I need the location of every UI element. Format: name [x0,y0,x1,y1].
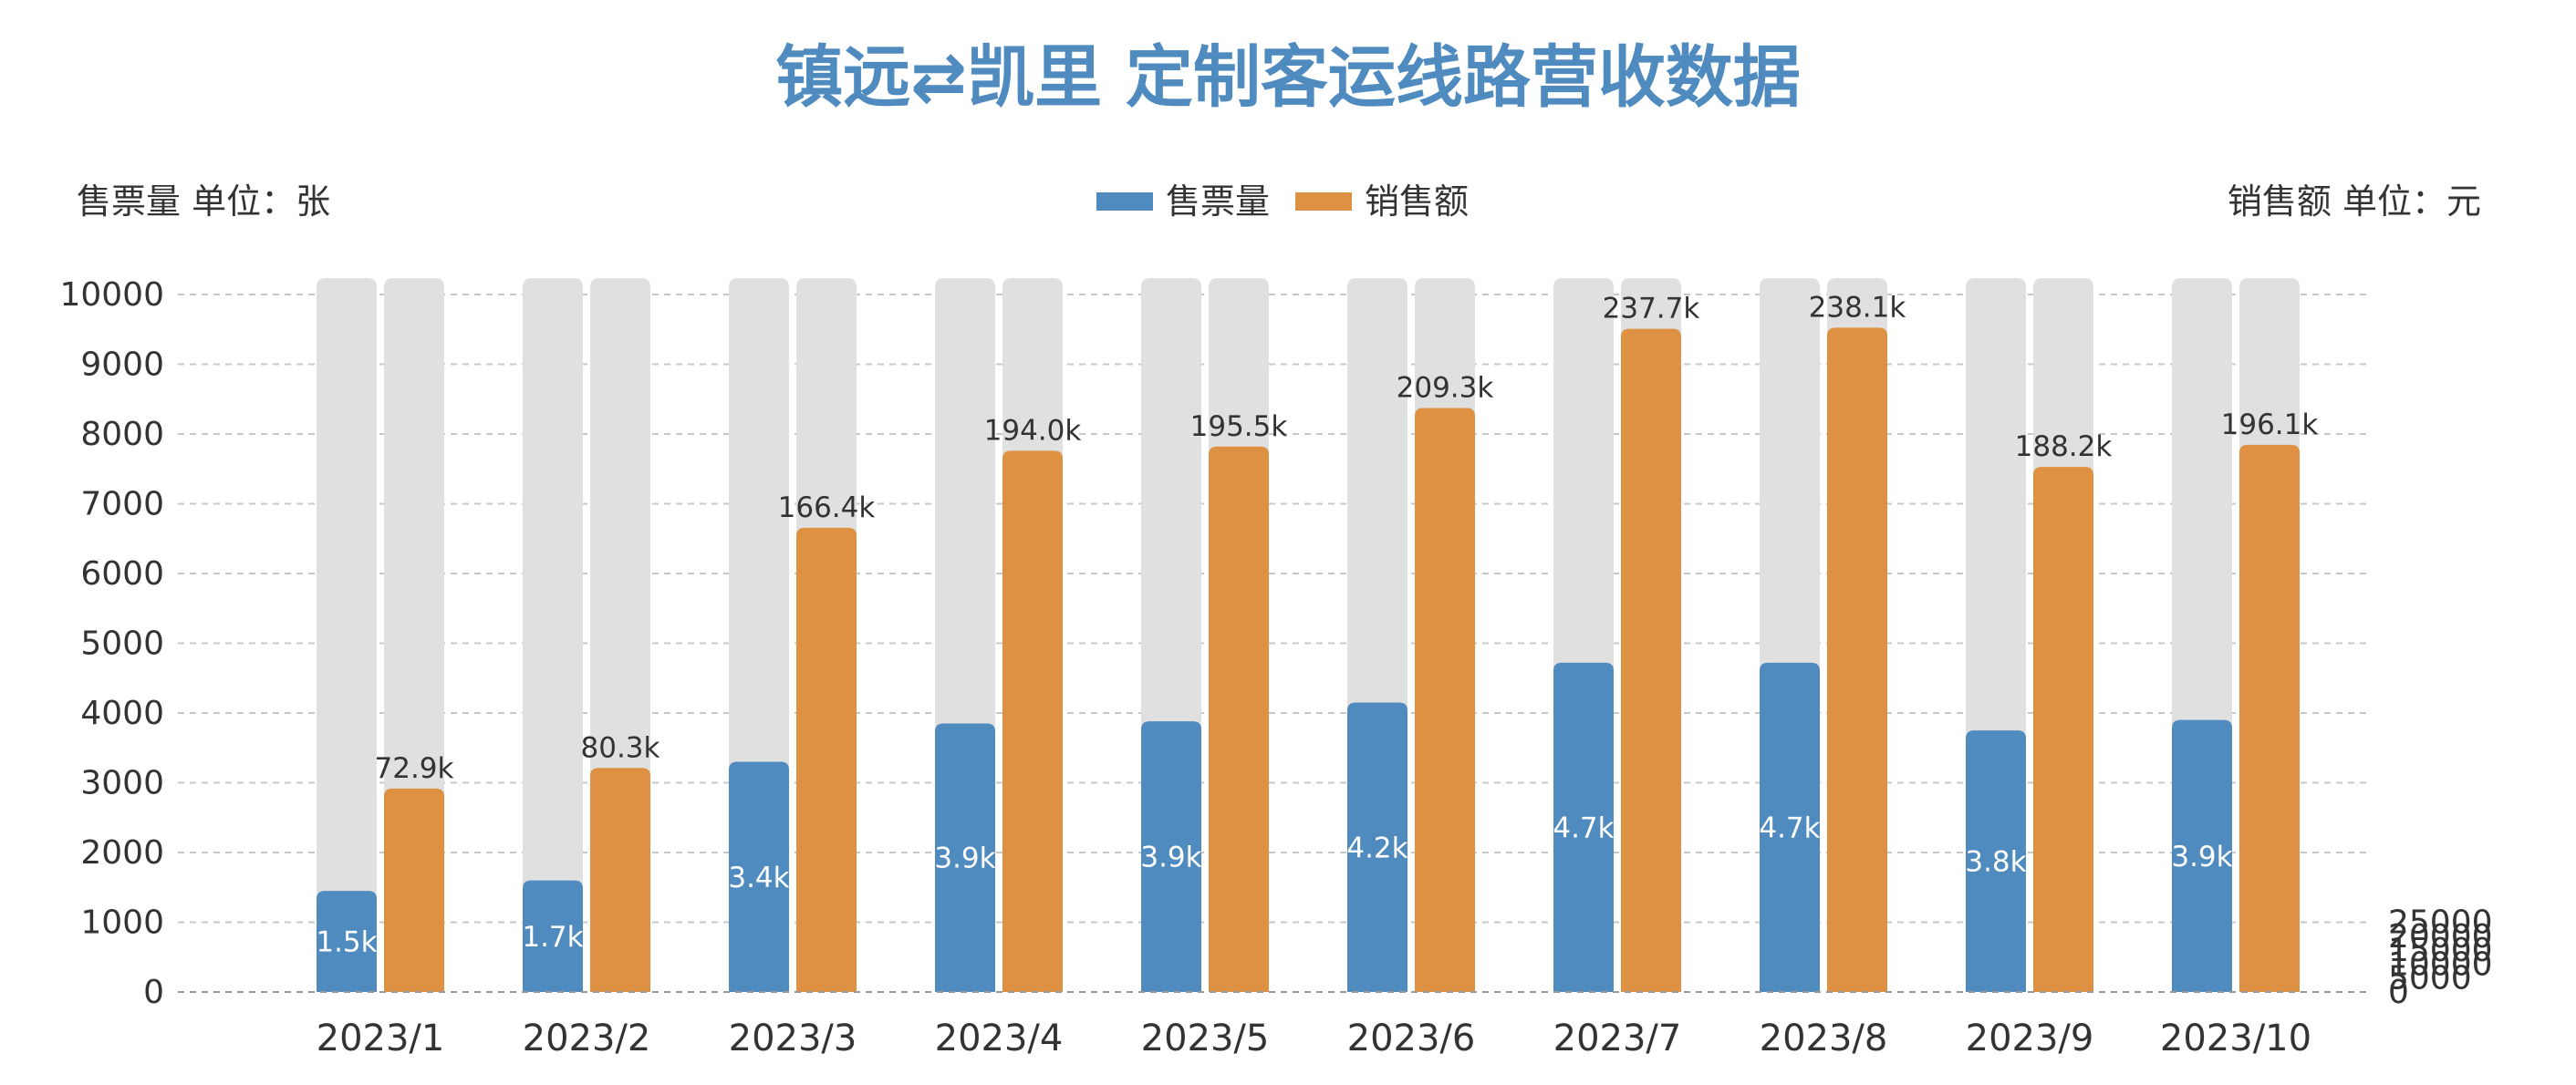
data-label-tickets: 1.5k [316,926,377,959]
left-axis-tick-label: 6000 [80,555,164,593]
right-axis-tick-label: 0 [2388,974,2409,1011]
bar-tickets [1347,702,1407,992]
chart-title: 镇远⇄凯里 定制客运线路营收数据 [775,38,1801,117]
right-axis-tick-label: 25000 [2388,904,2493,942]
x-axis-tick-label: 2023/1 [317,1018,445,1059]
x-axis-tick-label: 2023/4 [935,1018,1064,1059]
legend-label: 销售额 [1365,181,1469,222]
bar-tickets [1966,730,2026,992]
data-label-tickets: 4.7k [1553,811,1614,844]
background-bar [317,278,377,992]
data-label-tickets: 3.4k [728,862,789,894]
bar-revenue [1827,327,1887,992]
x-axis-tick-label: 2023/2 [523,1018,651,1059]
right-axis-tick-label: 20000 [2388,918,2493,956]
bar-tickets [1141,721,1201,992]
left-axis-tick-label: 8000 [80,416,164,453]
data-label-tickets: 3.8k [1965,846,2026,879]
left-axis-tick-label: 10000 [59,276,164,314]
right-axis-unit-label: 销售额 单位：元 [2228,181,2481,222]
data-label-tickets: 4.2k [1346,832,1407,864]
bar-tickets [2172,719,2232,992]
left-axis-tick-label: 7000 [80,486,164,523]
left-axis-tick-label: 5000 [80,625,164,663]
legend: 售票量 销售额 [1096,181,1469,222]
bar-tickets [729,761,789,992]
data-labels: 1.5k 72.9k 1.7k 80.3k 3.4k 166.4k 3.9k 194.0k 3.… [316,291,2318,958]
bar-revenue [1415,408,1475,992]
bar-tickets [1760,662,1820,992]
bar-revenue [1002,450,1063,992]
x-axis-tick-label: 2023/10 [2160,1018,2311,1059]
bar-revenue [796,527,857,992]
bar-tickets [1553,662,1614,992]
background-bar [523,278,583,992]
bar-revenue [2033,467,2093,992]
axes: 0 1000 2000 3000 4000 5000 6000 7000 8000 9000 100… [59,276,2492,1059]
data-label-revenue: 194.0k [984,414,1082,447]
left-axis-tick-label: 3000 [80,765,164,802]
left-axis-unit-label: 售票量 单位：张 [77,181,330,222]
bar-revenue [1621,328,1681,992]
x-axis-tick-label: 2023/6 [1347,1018,1476,1059]
right-axis-tick-label: 5000 [2388,960,2472,997]
data-label-tickets: 3.9k [1140,842,1201,874]
data-bars [317,327,2300,993]
data-label-revenue: 72.9k [375,752,454,785]
legend-swatch [1295,192,1352,211]
left-axis-tick-label: 2000 [80,834,164,872]
data-label-revenue: 238.1k [1809,291,1906,324]
bar-revenue [2239,444,2300,993]
data-label-revenue: 196.1k [2221,408,2319,441]
data-label-revenue: 166.4k [778,491,876,524]
x-axis-tick-label: 2023/7 [1553,1018,1682,1059]
left-axis-tick-label: 9000 [80,346,164,384]
bar-revenue [384,788,444,992]
left-axis-tick-label: 1000 [80,904,164,942]
bar-tickets [935,723,995,992]
left-axis-tick-label: 0 [143,974,164,1011]
data-label-tickets: 1.7k [522,921,583,954]
bar-tickets [523,880,583,992]
legend-label: 售票量 [1166,181,1270,222]
right-axis-tick-label: 10000 [2388,946,2493,983]
x-axis-tick-label: 2023/3 [729,1018,857,1059]
bar-tickets [317,891,377,992]
data-label-tickets: 3.9k [2171,841,2232,873]
bar-revenue [590,768,650,992]
bar-revenue [1209,446,1269,992]
data-label-tickets: 4.7k [1759,811,1820,844]
data-label-revenue: 188.2k [2015,430,2113,463]
data-label-revenue: 80.3k [581,731,660,764]
left-axis-tick-label: 4000 [80,695,164,732]
legend-swatch [1096,192,1153,211]
x-axis-tick-label: 2023/9 [1966,1018,2094,1059]
x-axis-tick-label: 2023/5 [1141,1018,1270,1059]
data-label-tickets: 3.9k [934,842,995,875]
data-label-revenue: 195.5k [1190,410,1288,443]
data-label-revenue: 237.7k [1603,293,1700,326]
right-axis-tick-label: 15000 [2388,932,2493,969]
data-label-revenue: 209.3k [1397,372,1494,405]
x-axis-tick-label: 2023/8 [1760,1018,1888,1059]
